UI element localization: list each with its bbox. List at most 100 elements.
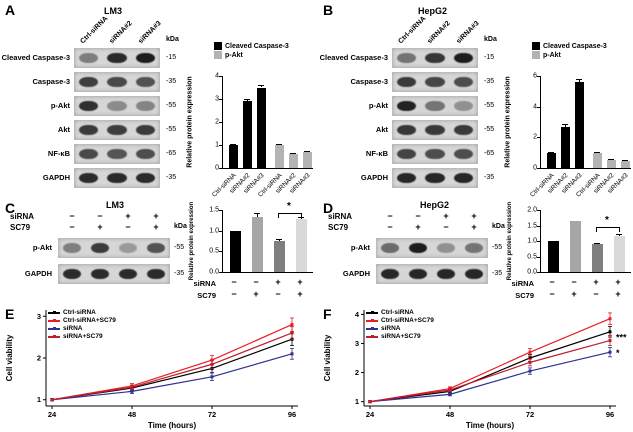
legend-item: Ctrl-siRNA xyxy=(48,309,116,316)
protein-band xyxy=(62,269,82,279)
data-point xyxy=(608,317,612,321)
data-point xyxy=(528,350,532,354)
data-point xyxy=(528,360,532,364)
blot-row-label: Caspase-3 xyxy=(350,77,388,87)
series-line xyxy=(51,332,293,401)
protein-band xyxy=(425,77,445,87)
blot-row-label: GAPDH xyxy=(24,269,52,279)
y-axis-tick-label: 4 xyxy=(355,310,360,319)
protein-band xyxy=(396,149,417,159)
error-bar-cap xyxy=(230,143,236,145)
kda-value: -35 xyxy=(484,174,495,181)
lane-label: siRNA#2 xyxy=(108,19,134,46)
protein-band xyxy=(135,77,156,87)
blot-row-label: Akt xyxy=(375,125,388,135)
panel-E: E 1 2 3 24 48 72 96 Time (hours) Cell viability C… xyxy=(0,306,318,432)
y-axis-tick-label: 1.5 xyxy=(209,206,219,214)
legend-swatch xyxy=(532,42,540,50)
legend-line-swatch xyxy=(48,334,60,338)
error-bar-cap xyxy=(244,99,250,100)
line-chart-E: 1 2 3 24 48 72 96 Time (hours) Cell viability Ctr… xyxy=(0,306,316,432)
legend-line-swatch xyxy=(366,310,378,314)
protein-band xyxy=(425,125,445,135)
error-bar xyxy=(278,238,280,242)
condition-symbol: + xyxy=(593,277,599,287)
significance-star: * xyxy=(605,215,609,227)
y-axis-tick xyxy=(537,106,541,108)
error-bar-cap xyxy=(562,124,568,126)
legend-label: p-Akt xyxy=(543,51,561,59)
data-point xyxy=(130,385,134,389)
legend-marker xyxy=(52,318,56,322)
legend-label: p-Akt xyxy=(225,51,243,59)
protein-band xyxy=(107,149,127,159)
bar xyxy=(251,217,263,272)
legend-label: Ctrl-siRNA xyxy=(381,309,414,316)
error-bar xyxy=(256,212,258,218)
y-axis-tick xyxy=(219,210,223,211)
kda-value: -35 xyxy=(166,174,177,181)
condition-symbol: − xyxy=(69,222,75,232)
y-axis-tick-label: 2 xyxy=(37,354,41,363)
panel-label-E: E xyxy=(5,306,15,322)
kda-header: kDa xyxy=(492,223,505,230)
legend-marker xyxy=(370,326,374,330)
blot-strip xyxy=(74,96,160,116)
condition-symbol: + xyxy=(615,277,621,287)
legend-line-swatch xyxy=(48,310,60,314)
bar-chart-A: 0 1 2 3 4 Ctrl-siRNA siRNA#2 siRNA#3 Ctrl-siRNA s… xyxy=(186,0,318,200)
legend-marker xyxy=(52,334,56,338)
bar-plot: 0.0 0.5 1.0 1.5 2.0 xyxy=(527,207,631,276)
lane-label: siRNA#2 xyxy=(426,19,452,46)
protein-band xyxy=(78,77,99,87)
y-axis-tick-label: 1.5 xyxy=(527,222,537,229)
y-axis-tick xyxy=(537,256,541,258)
data-point xyxy=(608,350,612,354)
error-bar xyxy=(578,79,580,83)
panel-C: C LM3 siRNA − − + + SC79− + − + kDa p-Akt -55 GAPDH -… xyxy=(0,200,318,306)
bar xyxy=(592,152,602,168)
legend-label: Cleaved Caspase-3 xyxy=(543,42,607,50)
kda-value: -15 xyxy=(166,54,177,61)
blot-row-label: Cleaved Caspase-3 xyxy=(1,53,70,63)
y-axis-tick-label: 0 xyxy=(215,164,219,172)
condition-symbol: − xyxy=(231,289,237,299)
data-point xyxy=(290,323,294,327)
blot-strip xyxy=(74,168,160,188)
data-point xyxy=(448,388,452,392)
y-axis-tick-label: 6 xyxy=(533,72,537,80)
error-bar-cap xyxy=(276,238,282,240)
protein-band xyxy=(90,243,110,253)
condition-symbol: + xyxy=(275,277,281,287)
legend-item: siRNA xyxy=(48,325,116,332)
bar xyxy=(256,87,266,168)
condition-name: siRNA xyxy=(193,279,216,288)
y-axis-tick-label: 4 xyxy=(215,72,219,80)
legend-line-swatch xyxy=(48,326,60,330)
kda-value: -55 xyxy=(174,244,185,251)
protein-band xyxy=(425,173,445,183)
bar-plot: 0.0 0.5 1.0 1.5 xyxy=(209,207,313,276)
y-axis-tick-label: 2.0 xyxy=(527,206,537,214)
kda-value: -65 xyxy=(484,150,495,157)
significance-annotation: * xyxy=(616,348,620,358)
condition-name: siRNA xyxy=(10,212,35,221)
condition-symbol: + xyxy=(471,211,477,221)
lane-label: Ctrl-siRNA xyxy=(397,15,428,46)
protein-band xyxy=(107,125,127,135)
y-axis-title: Relative protein expression xyxy=(186,76,194,168)
bar xyxy=(606,160,616,168)
panel-F: F 1 2 3 4 24 48 72 96 Time (hours) Cell viability… xyxy=(318,306,633,432)
condition-name: siRNA xyxy=(328,212,353,221)
error-bar-cap xyxy=(304,151,310,153)
y-axis-tick-label: 0 xyxy=(533,164,537,172)
protein-band xyxy=(135,173,156,183)
blot-row-label: GAPDH xyxy=(342,269,370,279)
data-point xyxy=(608,339,612,343)
error-bar-cap xyxy=(594,152,600,154)
kda-value: -35 xyxy=(174,270,185,277)
significance-bracket xyxy=(278,213,302,219)
y-axis-tick xyxy=(537,137,541,139)
significance-annotation: *** xyxy=(616,333,627,343)
error-bar-cap xyxy=(594,242,600,244)
